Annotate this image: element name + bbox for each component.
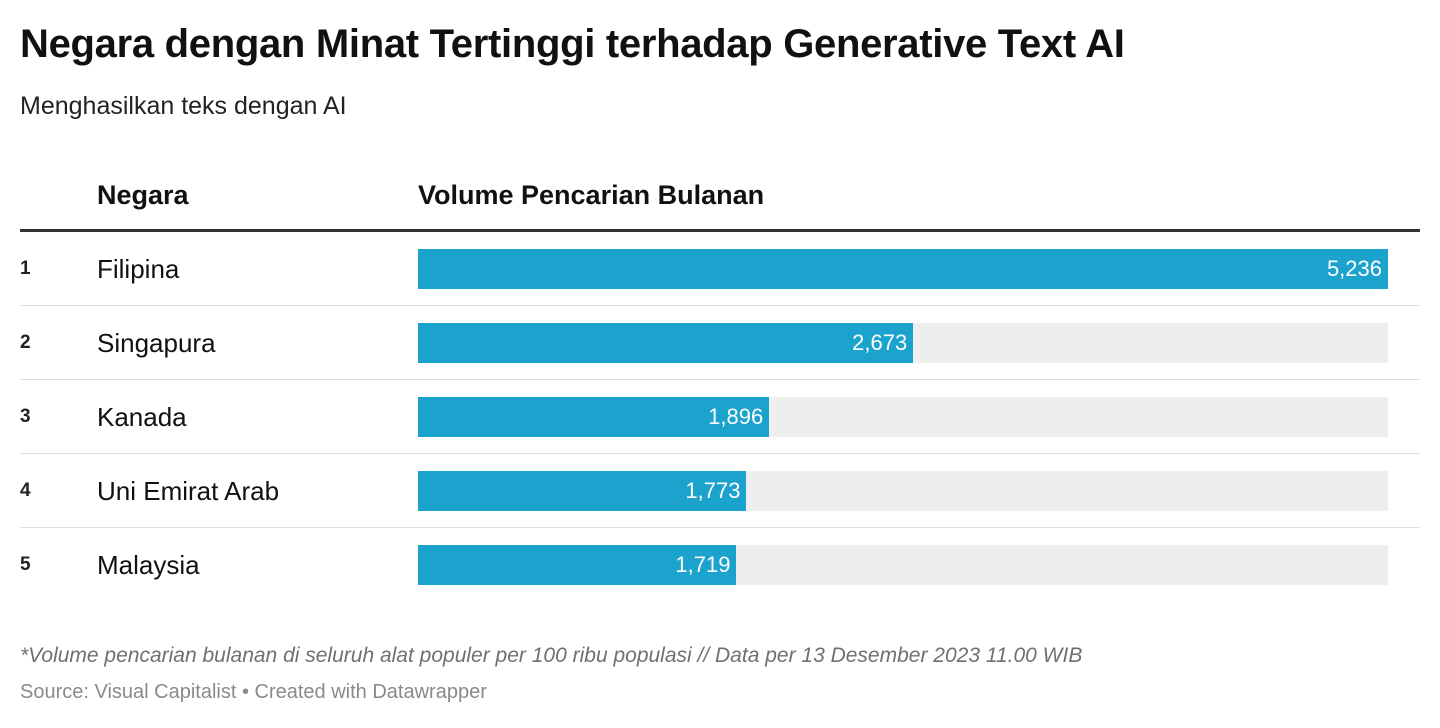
table-row: 5 Malaysia 1,719 (20, 528, 1420, 602)
country-label: Singapura (97, 328, 216, 358)
table-row: 1 Filipina 5,236 (20, 232, 1420, 306)
table-row: 4 Uni Emirat Arab 1,773 (20, 454, 1420, 528)
bar-value-label: 2,673 (852, 330, 908, 355)
bar-track: 2,673 (418, 323, 1388, 363)
bar-value-label: 1,773 (685, 478, 741, 503)
bar-table: Negara Volume Pencarian Bulanan 1 Filipin… (20, 170, 1420, 602)
table-row: 3 Kanada 1,896 (20, 380, 1420, 454)
bar: 2,673 (418, 323, 914, 363)
bar-value-label: 1,719 (675, 552, 731, 577)
chart-source: Source: Visual Capitalist • Created with… (20, 681, 487, 703)
table-header: Negara Volume Pencarian Bulanan (20, 170, 1420, 232)
rank-label: 5 (20, 554, 31, 575)
country-label: Uni Emirat Arab (97, 476, 280, 506)
chart-subtitle: Menghasilkan teks dengan AI (20, 92, 347, 120)
country-label: Kanada (97, 402, 187, 432)
bar-track: 1,773 (418, 471, 1388, 511)
bar: 1,896 (418, 397, 770, 437)
country-label: Malaysia (97, 550, 200, 580)
bar: 5,236 (418, 249, 1388, 289)
rank-label: 2 (20, 332, 31, 353)
column-header-volume: Volume Pencarian Bulanan (418, 180, 765, 210)
chart-title: Negara dengan Minat Tertinggi terhadap G… (20, 22, 1125, 66)
chart-note: *Volume pencarian bulanan di seluruh ala… (20, 644, 1083, 667)
bar: 1,773 (418, 471, 747, 511)
bar-track: 1,896 (418, 397, 1388, 437)
rank-label: 4 (20, 480, 31, 501)
bar-track: 5,236 (418, 249, 1388, 289)
column-header-country: Negara (97, 180, 189, 210)
table-body: 1 Filipina 5,236 2 Singapura 2,673 3 Kanada 1,89… (20, 232, 1420, 602)
rank-label: 1 (20, 258, 31, 279)
rank-label: 3 (20, 406, 31, 427)
table-row: 2 Singapura 2,673 (20, 306, 1420, 380)
bar-value-label: 5,236 (1326, 256, 1382, 281)
country-label: Filipina (97, 254, 180, 284)
bar-value-label: 1,896 (708, 404, 764, 429)
bar: 1,719 (418, 545, 737, 585)
bar-track: 1,719 (418, 545, 1388, 585)
